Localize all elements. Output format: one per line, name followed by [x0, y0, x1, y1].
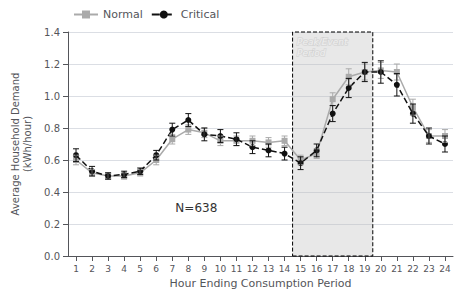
svg-text:2: 2	[89, 264, 95, 274]
svg-text:11: 11	[231, 264, 242, 274]
svg-text:1.2: 1.2	[44, 59, 60, 70]
svg-text:N=638: N=638	[175, 201, 217, 215]
svg-text:20: 20	[375, 264, 387, 274]
svg-text:0.0: 0.0	[44, 251, 60, 262]
svg-text:7: 7	[169, 264, 175, 274]
svg-text:Period: Period	[297, 48, 326, 58]
svg-text:Peak/Event: Peak/Event	[297, 37, 348, 47]
svg-text:Normal: Normal	[103, 8, 143, 21]
svg-text:24: 24	[439, 264, 451, 274]
svg-text:5: 5	[137, 264, 143, 274]
svg-text:1.4: 1.4	[44, 27, 60, 38]
svg-text:15: 15	[295, 264, 306, 274]
svg-text:10: 10	[215, 264, 227, 274]
svg-text:23: 23	[423, 264, 434, 274]
svg-text:17: 17	[327, 264, 338, 274]
svg-text:12: 12	[247, 264, 258, 274]
svg-text:19: 19	[359, 264, 371, 274]
svg-text:0.8: 0.8	[44, 123, 60, 134]
svg-text:22: 22	[407, 264, 418, 274]
svg-text:8: 8	[185, 264, 191, 274]
svg-text:9: 9	[201, 264, 207, 274]
svg-text:1: 1	[73, 264, 79, 274]
svg-text:13: 13	[263, 264, 274, 274]
svg-text:0.6: 0.6	[44, 155, 60, 166]
svg-text:3: 3	[105, 264, 111, 274]
svg-text:(kWh/hour): (kWh/hour)	[22, 116, 33, 172]
svg-text:Average Household Demand: Average Household Demand	[10, 73, 21, 216]
svg-text:0.4: 0.4	[44, 187, 60, 198]
svg-text:4: 4	[121, 264, 127, 274]
svg-text:1.0: 1.0	[44, 91, 60, 102]
svg-text:6: 6	[153, 264, 159, 274]
svg-text:18: 18	[343, 264, 355, 274]
svg-text:14: 14	[279, 264, 291, 274]
svg-text:16: 16	[311, 264, 323, 274]
svg-text:0.2: 0.2	[44, 219, 60, 230]
svg-text:21: 21	[391, 264, 402, 274]
svg-text:Hour Ending Consumption Period: Hour Ending Consumption Period	[169, 277, 351, 290]
svg-text:Critical: Critical	[181, 8, 219, 21]
